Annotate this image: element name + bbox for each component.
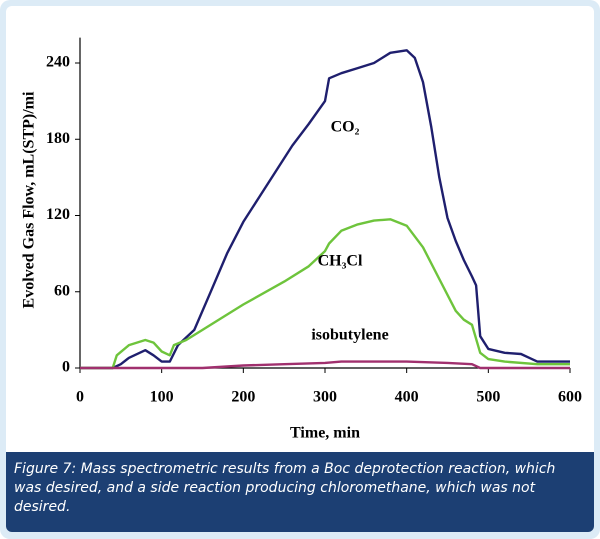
y-tick-label: 180 — [46, 130, 70, 147]
y-tick-label: 60 — [54, 282, 70, 299]
y-tick-label: 120 — [46, 206, 70, 223]
caption: Figure 7: Mass spectrometric results fro… — [6, 452, 594, 532]
x-tick-label: 300 — [313, 389, 337, 406]
x-tick-label: 500 — [476, 389, 500, 406]
y-tick-label: 0 — [62, 359, 70, 376]
x-tick-label: 200 — [231, 389, 255, 406]
y-axis-label: Evolved Gas Flow, mL(STP)/mi — [21, 91, 38, 308]
plot-panel — [6, 6, 594, 452]
series-label: isobutylene — [311, 327, 388, 344]
y-tick-label: 240 — [46, 54, 70, 71]
x-tick-label: 400 — [395, 389, 419, 406]
x-tick-label: 600 — [558, 389, 582, 406]
x-axis-label: Time, min — [290, 425, 360, 442]
series-line — [80, 49, 570, 370]
chart: Time, min Evolved Gas Flow, mL(STP)/mi 0… — [21, 37, 582, 442]
x-tick-label: 0 — [76, 389, 84, 406]
series-line — [80, 218, 570, 370]
series-label: CO₂ — [331, 119, 360, 136]
series-label: CH₃Cl — [318, 253, 363, 270]
x-tick-label: 100 — [150, 389, 174, 406]
series-line — [80, 360, 570, 370]
